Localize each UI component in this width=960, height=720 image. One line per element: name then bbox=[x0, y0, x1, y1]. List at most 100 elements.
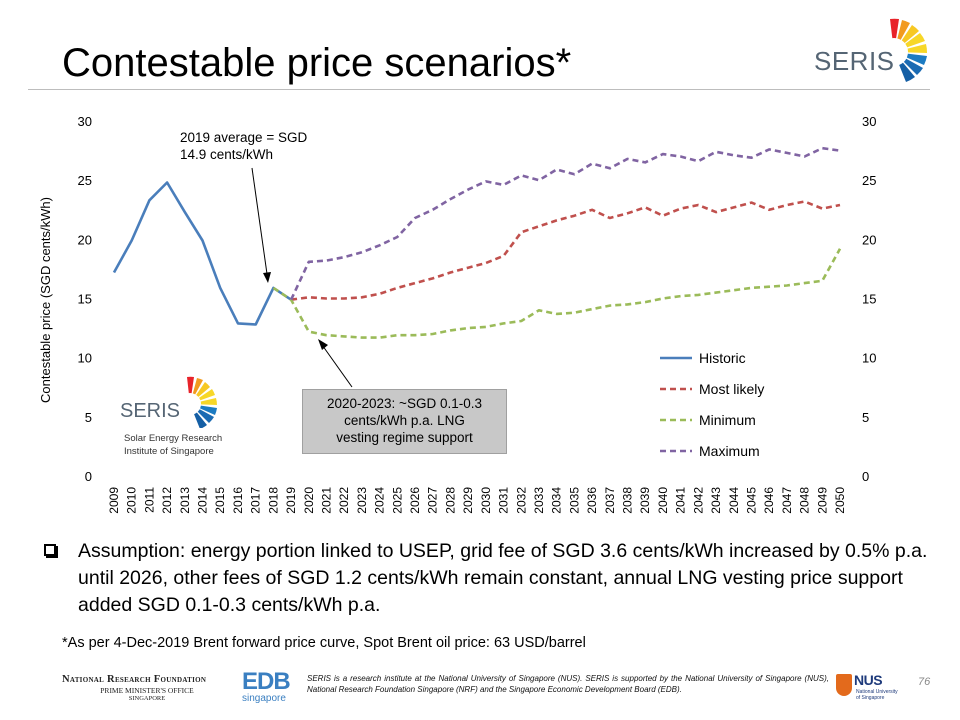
x-tick-label: 2020 bbox=[302, 487, 316, 514]
x-tick-label: 2035 bbox=[567, 487, 581, 514]
x-tick-label: 2048 bbox=[798, 487, 812, 514]
nrf-logo-line2: PRIME MINISTER'S OFFICE bbox=[100, 686, 194, 695]
y-axis-ticks-right: 0 5 10 15 20 25 30 bbox=[862, 114, 876, 484]
edb-logo: EDB singapore bbox=[242, 670, 294, 704]
x-tick-label: 2017 bbox=[249, 487, 263, 514]
annotation-2019-average: 2019 average = SGD 14.9 cents/kWh bbox=[180, 129, 350, 163]
annotation-2019-line1: 2019 average = SGD bbox=[180, 130, 308, 145]
x-tick-label: 2046 bbox=[762, 487, 776, 514]
y-tick-left-label: 25 bbox=[78, 173, 92, 188]
x-tick-label: 2011 bbox=[142, 487, 156, 513]
nus-logo-text: NUS bbox=[854, 672, 883, 688]
x-tick-label: 2013 bbox=[178, 487, 192, 514]
legend-label: Historic bbox=[699, 350, 746, 366]
y-axis-ticks-left: 0 5 10 15 20 25 30 bbox=[78, 114, 92, 484]
footnote: *As per 4-Dec-2019 Brent forward price c… bbox=[62, 635, 586, 651]
series-layer bbox=[112, 146, 842, 339]
sun-icon bbox=[880, 18, 928, 82]
nus-sub-line2: of Singapore bbox=[856, 695, 885, 701]
x-tick-label: 2029 bbox=[461, 487, 475, 514]
nus-sub-line1: National University bbox=[856, 689, 898, 695]
y-tick-right-label: 5 bbox=[862, 410, 869, 425]
x-tick-label: 2021 bbox=[319, 487, 333, 514]
annotation-box-line1: 2020-2023: ~SGD 0.1-0.3 bbox=[327, 396, 482, 411]
x-axis-ticks: 2009 2010 2011 2012 2013 2014 2015 2016 2017 2018… bbox=[107, 487, 847, 514]
y-tick-left-label: 10 bbox=[78, 351, 92, 366]
y-tick-right-label: 25 bbox=[862, 173, 876, 188]
x-tick-label: 2025 bbox=[390, 487, 404, 514]
y-tick-right-label: 10 bbox=[862, 351, 876, 366]
y-tick-left-label: 20 bbox=[78, 232, 92, 247]
x-tick-label: 2041 bbox=[674, 487, 688, 514]
legend-label: Most likely bbox=[699, 381, 764, 397]
x-tick-label: 2019 bbox=[284, 487, 298, 514]
x-tick-label: 2023 bbox=[355, 487, 369, 514]
series-line-historic bbox=[112, 181, 292, 326]
x-tick-label: 2049 bbox=[815, 487, 829, 514]
x-tick-label: 2027 bbox=[426, 487, 440, 514]
checkbox-bullet-icon bbox=[44, 544, 58, 558]
x-tick-label: 2015 bbox=[213, 487, 227, 514]
x-tick-label: 2024 bbox=[373, 487, 387, 514]
y-tick-left-label: 0 bbox=[85, 469, 92, 484]
sun-icon bbox=[179, 376, 217, 428]
x-tick-label: 2045 bbox=[744, 487, 758, 514]
legend-label: Minimum bbox=[699, 412, 756, 428]
series-line-maximum bbox=[289, 146, 841, 301]
x-tick-label: 2038 bbox=[621, 487, 635, 514]
x-tick-label: 2031 bbox=[497, 487, 511, 514]
annotation-box-line2: cents/kWh p.a. LNG bbox=[344, 413, 465, 428]
nrf-logo-line3: SINGAPORE bbox=[128, 695, 166, 702]
x-tick-label: 2042 bbox=[691, 487, 705, 514]
x-tick-label: 2009 bbox=[107, 487, 121, 514]
seris-inset-logo: SERIS Solar Energy Research Institute of… bbox=[116, 372, 228, 462]
x-tick-label: 2010 bbox=[125, 487, 139, 514]
y-tick-right-label: 30 bbox=[862, 114, 876, 129]
annotation-lng-box: 2020-2023: ~SGD 0.1-0.3 cents/kWh p.a. L… bbox=[302, 389, 507, 454]
x-tick-label: 2033 bbox=[532, 487, 546, 514]
x-tick-label: 2014 bbox=[196, 487, 210, 514]
x-tick-label: 2043 bbox=[709, 487, 723, 514]
annotation-arrows bbox=[251, 167, 353, 388]
y-tick-right-label: 0 bbox=[862, 469, 869, 484]
y-tick-right-label: 20 bbox=[862, 232, 876, 247]
nus-logo: NUS National University of Singapore bbox=[836, 672, 898, 712]
arrow-lng-support bbox=[319, 341, 353, 388]
seris-inset-logo-text: SERIS bbox=[120, 400, 181, 422]
x-tick-label: 2030 bbox=[479, 487, 493, 514]
x-tick-label: 2012 bbox=[160, 487, 174, 514]
x-tick-label: 2050 bbox=[833, 487, 847, 514]
y-tick-left-label: 15 bbox=[78, 292, 92, 307]
x-tick-label: 2022 bbox=[337, 487, 351, 514]
arrow-2019-average-head bbox=[263, 272, 271, 283]
edb-logo-text: EDB bbox=[242, 668, 291, 695]
x-tick-label: 2036 bbox=[585, 487, 599, 514]
arrow-2019-average bbox=[251, 167, 269, 282]
edb-logo-subtext: singapore bbox=[242, 693, 286, 704]
nus-crest-icon bbox=[836, 674, 852, 696]
seris-inset-subtitle-2: Institute of Singapore bbox=[124, 446, 214, 457]
x-tick-label: 2034 bbox=[550, 487, 564, 514]
footer-disclaimer: SERIS is a research institute at the Nat… bbox=[307, 674, 829, 694]
x-tick-label: 2037 bbox=[603, 487, 617, 514]
y-tick-left-label: 30 bbox=[78, 114, 92, 129]
x-tick-label: 2039 bbox=[638, 487, 652, 514]
page-number: 76 bbox=[918, 676, 931, 688]
nus-logo-subtext: National University of Singapore bbox=[856, 689, 898, 701]
x-tick-label: 2016 bbox=[231, 487, 245, 514]
x-tick-label: 2040 bbox=[656, 487, 670, 514]
seris-logo: SERIS bbox=[808, 12, 930, 84]
nrf-logo-line1: National Research Foundation bbox=[62, 674, 207, 685]
assumption-text: Assumption: energy portion linked to USE… bbox=[78, 540, 928, 616]
legend-label: Maximum bbox=[699, 443, 760, 459]
series-line-minimum bbox=[272, 248, 842, 339]
annotation-2019-line2: 14.9 cents/kWh bbox=[180, 147, 274, 162]
x-tick-label: 2044 bbox=[727, 487, 741, 514]
annotation-box-line3: vesting regime support bbox=[336, 430, 473, 445]
seris-logo-text: SERIS bbox=[814, 46, 895, 76]
chart-legend: Historic Most likely Minimum Maximum bbox=[660, 350, 764, 459]
nrf-logo: National Research Foundation PRIME MINIS… bbox=[62, 674, 232, 702]
slide-title: Contestable price scenarios* bbox=[62, 41, 572, 85]
y-tick-right-label: 15 bbox=[862, 292, 876, 307]
